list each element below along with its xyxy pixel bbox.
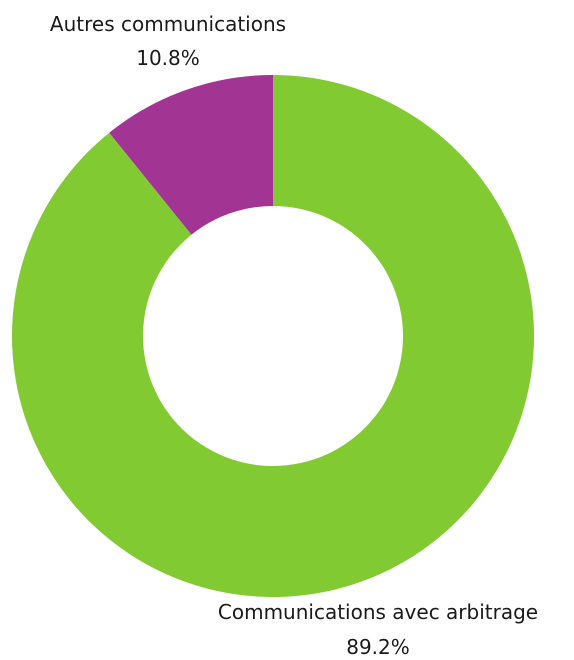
donut-slices [11,75,534,597]
slice-label-autres-communications: Autres communications [50,12,286,36]
slice-label-communications-avec-arbitrage: Communications avec arbitrage [218,600,538,624]
slice-value-communications-avec-arbitrage: 89.2% [346,635,410,659]
donut-slice-autres-communications [109,75,274,235]
donut-slice-communications-avec-arbitrage [11,75,534,597]
slice-value-autres-communications: 10.8% [136,46,200,70]
